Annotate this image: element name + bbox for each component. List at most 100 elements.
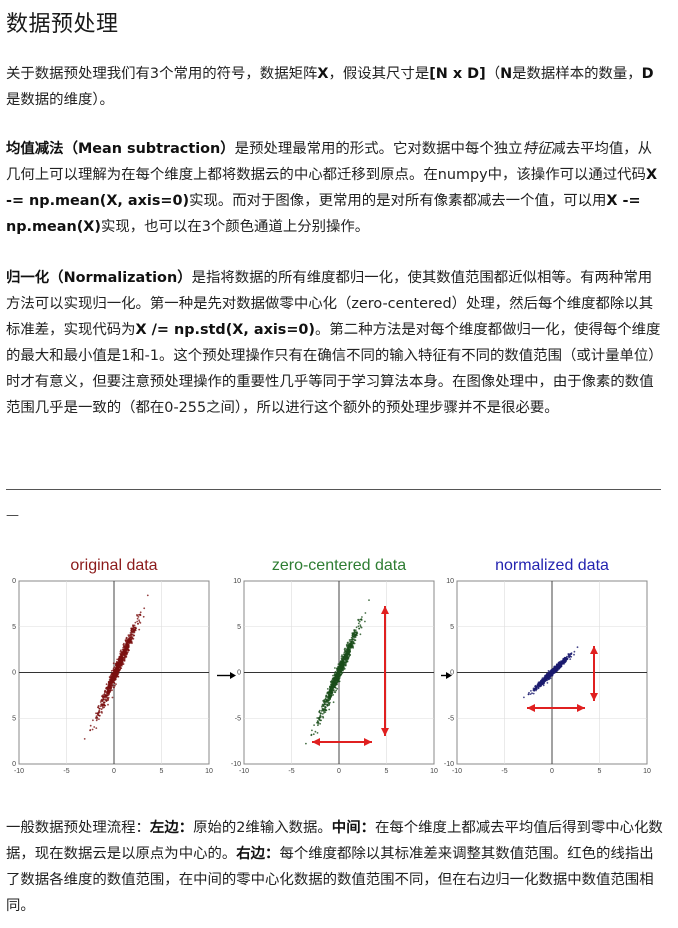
data-point — [331, 685, 334, 688]
data-point — [335, 679, 337, 681]
data-point — [110, 685, 113, 688]
data-point — [109, 684, 111, 686]
data-point — [322, 715, 324, 718]
data-point — [127, 640, 130, 642]
data-point — [559, 665, 562, 667]
x-tick-label: 10 — [643, 768, 651, 775]
data-point — [547, 670, 550, 672]
bold-text: X — [317, 66, 329, 82]
data-point — [119, 661, 122, 663]
data-point — [573, 653, 575, 656]
data-point — [553, 672, 555, 674]
data-point — [328, 696, 331, 699]
data-point — [348, 639, 351, 641]
data-point — [114, 669, 117, 671]
range-arrow-vertical-head — [381, 606, 389, 614]
data-point — [540, 681, 543, 684]
data-point — [345, 660, 348, 663]
text: 原始的2维输入数据。 — [193, 820, 332, 836]
y-tick-label: -5 — [448, 715, 454, 722]
x-tick-label: 10 — [430, 768, 438, 775]
data-point — [134, 621, 137, 624]
data-point — [338, 680, 341, 683]
section-heading: 归一化（Normalization） — [6, 270, 192, 286]
data-point — [341, 659, 344, 662]
data-point — [316, 721, 318, 724]
data-point — [98, 707, 101, 710]
data-point — [104, 698, 107, 701]
data-point — [119, 650, 122, 653]
data-point — [104, 689, 106, 692]
data-point — [135, 627, 137, 630]
data-point — [344, 658, 347, 661]
data-point — [136, 614, 138, 616]
data-point — [123, 642, 125, 645]
data-point — [115, 673, 117, 676]
bold-text: [N x D] — [429, 66, 486, 82]
x-tick-label: 0 — [337, 768, 341, 775]
data-point — [131, 633, 134, 636]
data-point — [338, 678, 341, 680]
data-point — [317, 717, 320, 719]
text: 关于数据预处理我们有3个常用的符号，数据矩阵 — [6, 66, 318, 82]
data-point — [328, 690, 330, 693]
data-point — [122, 658, 124, 661]
data-point — [354, 634, 357, 636]
data-point — [122, 663, 125, 665]
data-point — [96, 718, 98, 720]
x-tick-label: 5 — [160, 768, 164, 775]
x-tick-label: -10 — [452, 768, 462, 775]
data-point — [130, 640, 133, 642]
data-point — [349, 654, 352, 656]
x-tick-label: 5 — [598, 768, 602, 775]
data-point — [101, 705, 104, 708]
data-point — [114, 677, 117, 679]
data-point — [96, 716, 99, 719]
data-point — [551, 673, 554, 676]
data-point — [341, 672, 344, 674]
text: 是数据的维度）。 — [6, 92, 114, 108]
data-point — [324, 697, 327, 700]
data-point — [332, 674, 334, 677]
data-point — [343, 651, 346, 654]
data-point — [124, 649, 127, 652]
data-point — [326, 688, 329, 690]
data-point — [95, 715, 98, 718]
data-point — [351, 632, 354, 635]
data-point — [324, 709, 327, 712]
data-point — [129, 638, 132, 641]
data-point — [359, 624, 362, 626]
data-point — [569, 658, 572, 660]
data-point — [548, 674, 551, 676]
data-point — [138, 614, 140, 616]
data-point — [109, 689, 112, 692]
data-point — [137, 616, 140, 618]
data-point — [112, 673, 115, 676]
text: 在每个维度上都减去平均值后得到零中心化数据，现在数据云是以原点为中心的。 — [6, 820, 663, 862]
y-tick-label: 10 — [233, 578, 241, 585]
data-point — [336, 668, 338, 671]
data-point — [324, 701, 327, 704]
data-point — [103, 696, 105, 699]
data-point — [333, 682, 336, 685]
data-point — [124, 647, 127, 650]
panel-title: original data — [70, 557, 157, 574]
data-point — [348, 644, 351, 647]
data-point — [321, 705, 323, 708]
data-point — [342, 653, 345, 656]
data-point — [120, 667, 123, 669]
data-point — [346, 654, 348, 657]
text: 实现。而对于图像，更常用的是对所有像素都减去一个值，可以用 — [189, 193, 607, 209]
data-point — [93, 726, 96, 728]
data-point — [351, 644, 354, 647]
data-point — [320, 710, 323, 712]
data-point — [539, 685, 542, 688]
data-point — [332, 681, 334, 683]
text: （ — [485, 66, 501, 82]
data-point — [127, 634, 130, 637]
data-point — [540, 682, 543, 685]
normalization-paragraph: 归一化（Normalization）是指将数据的所有维度都归一化，使其数值范围都… — [6, 265, 666, 421]
data-point — [123, 651, 126, 654]
data-point — [139, 611, 142, 614]
data-point — [100, 710, 103, 713]
